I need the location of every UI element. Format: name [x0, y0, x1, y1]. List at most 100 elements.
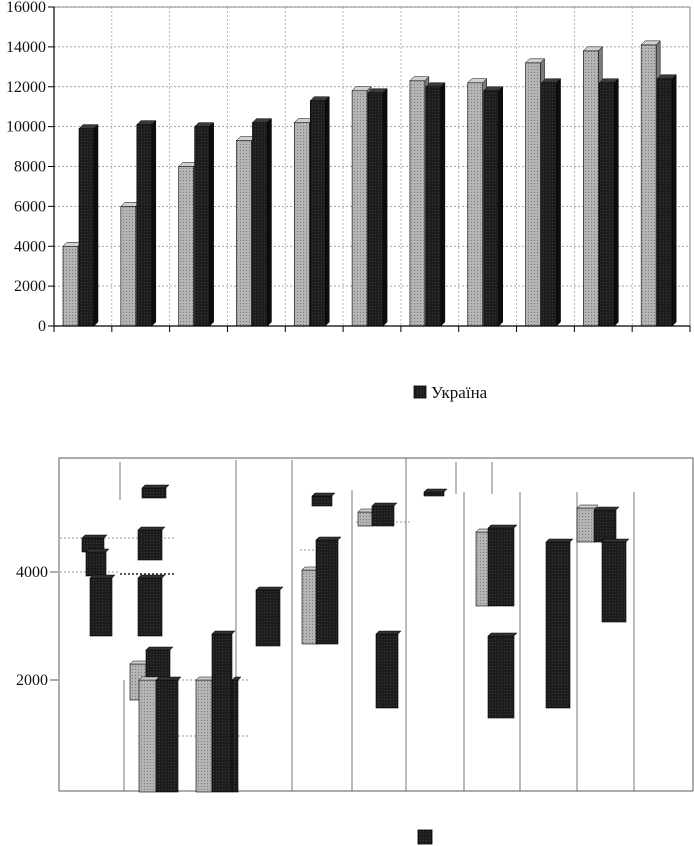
chart-2-bar-fragment-dark: [137, 529, 163, 561]
chart-1-y-tick-labels: 0 2000 4000 6000 8000 10000 12000 14000 16000: [6, 0, 46, 335]
chart-2-bar-fragment-dark: [141, 487, 167, 499]
chart-2-bar-fragment-top: [138, 676, 160, 681]
bar-side-face: [498, 86, 503, 327]
bar-side-face: [382, 88, 388, 327]
chart-2-y-tick-label: 4000: [16, 564, 48, 581]
bar-series-1: [467, 82, 484, 327]
bar-series-1: [236, 140, 252, 327]
bar-ukraine: [78, 128, 95, 327]
chart-2-bar-fragment-top: [89, 574, 116, 579]
chart-1-y-tick-label: 6000: [14, 198, 46, 215]
chart-1-y-tick-label: 16000: [6, 0, 46, 16]
chart-2-bar-fragment-dark: [155, 679, 179, 793]
chart-2-bar-fragment-dark: [315, 539, 339, 645]
bar-side-face: [93, 124, 99, 327]
chart-2-bar-fragment-dark: [375, 633, 399, 709]
chart-1: 0 2000 4000 6000 8000 10000 12000 14000 16000: [6, 0, 691, 335]
chart-2-bar-fragment-top: [487, 524, 518, 529]
bar-side-face: [556, 78, 561, 327]
chart-2-frame: [58, 457, 694, 792]
bar-side-face: [151, 120, 157, 327]
bar-ukraine: [483, 90, 500, 327]
bar-series-1: [62, 245, 79, 327]
chart-1-y-tick-label: 14000: [6, 39, 46, 56]
chart-2-bar-fragment-dark: [487, 527, 515, 607]
chart-2: 4000 2000: [16, 457, 694, 793]
bar-series-1: [583, 50, 599, 327]
bar-series-1: [178, 166, 194, 327]
chart-1-y-tick-label: 4000: [14, 238, 46, 255]
chart-2-bar-fragment-top: [145, 646, 174, 651]
chart-2-bar-fragment-dark: [231, 679, 239, 793]
chart-2-bar-fragment-dark: [487, 635, 515, 719]
chart-2-bar-fragment-top: [371, 502, 398, 507]
chart-2-bar-fragment-dark: [85, 551, 107, 577]
chart-2-bar-fragment-dark: [423, 491, 445, 497]
chart-1-y-tick-label: 0: [38, 318, 46, 335]
chart-2-bar-fragment-top: [85, 548, 110, 553]
chart-2-bar-fragment-dark: [371, 505, 395, 527]
bar-side-face: [267, 118, 272, 327]
chart-2-bar-fragment-dark: [545, 541, 571, 709]
bar-ukraine: [656, 78, 673, 327]
chart-1-y-tick-label: 10000: [6, 119, 46, 136]
chart-2-bar-fragment-top: [375, 630, 402, 635]
bar-ukraine: [541, 82, 557, 327]
chart-1-legend: Україна: [413, 383, 488, 402]
chart-2-bar-fragment-top: [545, 538, 574, 543]
chart-2-legend-swatch: [417, 829, 433, 845]
chart-1-bars: [62, 40, 677, 327]
chart-2-bar-fragment-dark: [145, 649, 171, 681]
chart-2-bar-fragment-dark: [211, 633, 233, 793]
chart-2-bar-fragment-top: [315, 536, 342, 541]
bar-series-1: [525, 62, 541, 327]
chart-2-bar-fragment-top: [576, 504, 599, 509]
chart-2-bar-fragment-top: [211, 630, 236, 635]
chart-2-bar-fragment-top: [423, 488, 448, 493]
chart-2-y-ticks: 4000 2000: [16, 564, 58, 689]
chart-1-y-tick-label: 2000: [14, 278, 46, 295]
chart-1-axes: [48, 6, 691, 332]
chart-2-bar-fragment-top: [487, 632, 518, 637]
chart-2-bar-fragment-light: [195, 679, 213, 793]
bar-series-1: [640, 44, 657, 327]
bar-series-1: [351, 90, 368, 327]
chart-2-bar-fragment-top: [137, 526, 166, 531]
chart-2-bar-fragments: [81, 484, 630, 793]
chart-2-bar-fragment-light: [357, 511, 373, 527]
bar-ukraine: [367, 92, 384, 327]
chart-2-bar-fragment-top: [141, 484, 170, 489]
bar-side-face: [209, 122, 214, 327]
chart-2-bar-fragment-dark: [593, 509, 617, 543]
chart-2-bar-fragment-top: [81, 534, 108, 539]
chart-1-gridlines: [54, 6, 691, 326]
chart-2-bar-fragment-dark: [89, 577, 113, 637]
legend-swatch-ukraine: [413, 385, 427, 399]
chart-2-bar-fragment-light: [138, 679, 157, 793]
bar-ukraine: [309, 100, 326, 327]
bar-side-face: [614, 78, 619, 327]
chart-2-bar-fragment-dark: [137, 577, 163, 637]
chart-2-bar-fragment-top: [311, 492, 336, 497]
bar-side-face: [325, 96, 330, 327]
chart-2-y-tick-label: 2000: [16, 672, 48, 689]
bar-ukraine: [136, 124, 153, 327]
bar-series-1: [293, 122, 310, 327]
chart-2-bar-fragment-top: [255, 586, 284, 591]
chart-1-y-tick-label: 8000: [14, 159, 46, 176]
chart-2-bar-fragment-top: [155, 676, 182, 681]
chart-2-bar-fragment-top: [137, 574, 166, 579]
chart-2-bar-fragment-top: [593, 506, 620, 511]
chart-2-bar-fragment-top: [231, 676, 242, 681]
bar-ukraine: [252, 122, 268, 327]
chart-2-bar-fragment-dark: [601, 541, 627, 623]
bar-ukraine: [194, 126, 210, 327]
bar-ukraine: [599, 82, 615, 327]
bar-ukraine: [425, 86, 442, 327]
bar-series-1: [120, 206, 137, 327]
chart-2-bar-fragment-light: [576, 507, 596, 543]
chart-2-bar-fragment-top: [601, 538, 630, 543]
chart-2-bar-fragment-light: [301, 569, 319, 645]
chart-2-bar-fragment-dark: [255, 589, 281, 647]
